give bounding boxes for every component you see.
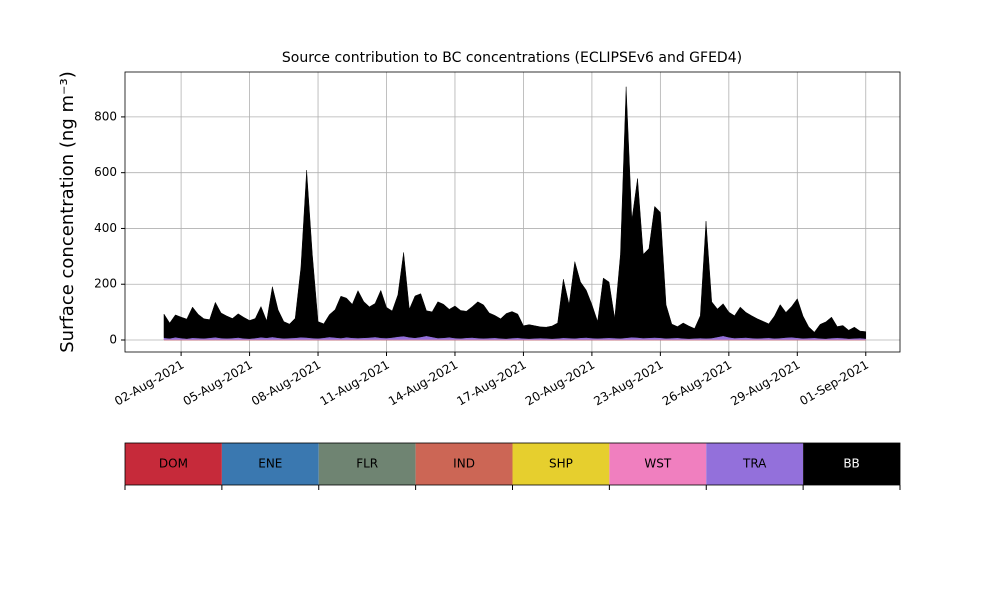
legend-label: FLR	[356, 457, 378, 471]
legend-label: DOM	[159, 457, 188, 471]
y-tick-label: 600	[94, 165, 117, 179]
legend-label: WST	[644, 457, 671, 471]
legend-label: SHP	[549, 457, 573, 471]
y-tick-label: 400	[94, 221, 117, 235]
y-tick-label: 200	[94, 277, 117, 291]
y-axis-label: Surface concentration (ng m⁻³)	[57, 71, 78, 353]
y-tick-label: 800	[94, 109, 117, 123]
legend-label: ENE	[258, 457, 282, 471]
chart-title: Source contribution to BC concentrations…	[282, 50, 742, 66]
y-tick-label: 0	[109, 333, 117, 347]
legend-label: TRA	[742, 457, 767, 471]
legend-label: IND	[453, 457, 475, 471]
legend-label: BB	[843, 457, 859, 471]
